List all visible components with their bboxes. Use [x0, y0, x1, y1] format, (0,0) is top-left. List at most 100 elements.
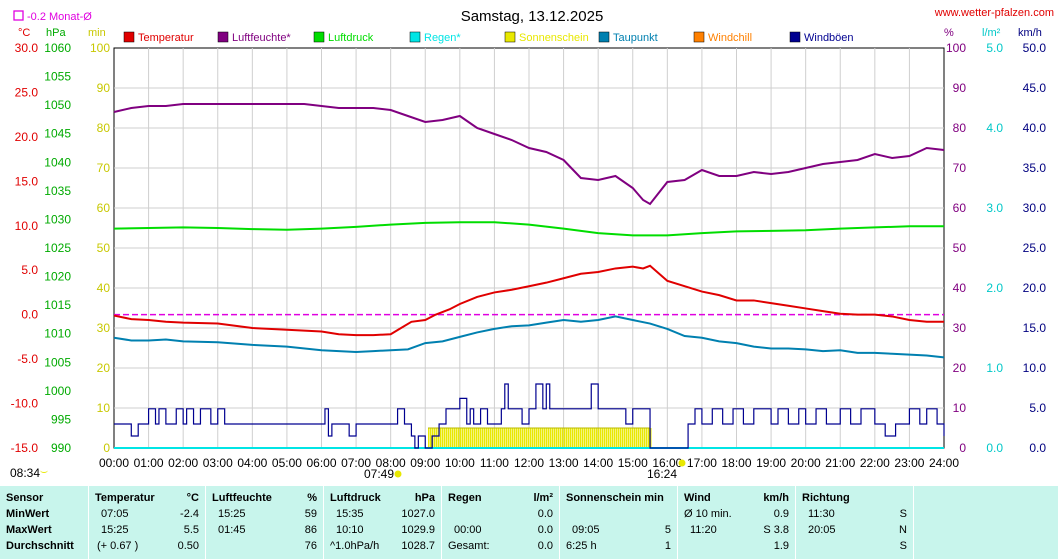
wind-max-time: 11:20: [690, 524, 717, 536]
stats-col-wind: Wind km/h Ø 10 min. 0.9 11:20 S 3.8 1.9: [678, 486, 796, 559]
sun-avg-note: 6:25 h: [566, 540, 597, 552]
sunshine-bar: [516, 428, 518, 448]
sunshine-bar: [436, 428, 438, 448]
sunshine-bar: [608, 428, 610, 448]
sunshine-bar: [442, 428, 444, 448]
stats-col-pressure: Luftdruck hPa 15:35 1027.0 10:10 1029.9 ^1.…: [324, 486, 442, 559]
sunshine-bar: [540, 428, 542, 448]
sunshine-bar: [448, 428, 450, 448]
stats-col-direction: Richtung 11:30 S 20:05 N S: [796, 486, 914, 559]
stats-col-rain: Regen l/m² 0.0 00:00 0.0 Gesamt: 0.0: [442, 486, 560, 559]
sunshine-bar: [498, 428, 500, 448]
tick-time: 18:00: [721, 456, 751, 470]
tick-percent: 100: [946, 41, 966, 55]
site-link[interactable]: www.wetter-pfalzen.com: [934, 7, 1054, 19]
legend-label: Sonnenschein: [519, 32, 589, 44]
legend-label: Luftdruck: [328, 32, 374, 44]
wind-min-time: Ø 10 min.: [684, 508, 732, 520]
tick-time: 04:00: [237, 456, 267, 470]
axis-tick-labels: 30.0 25.0 20.0 15.0 10.0 5.0 0.0 -5.0 -10.0 -15.0…: [11, 41, 1047, 470]
sunshine-bar: [490, 428, 492, 448]
sunshine-bar: [624, 428, 626, 448]
sunshine-bar: [482, 428, 484, 448]
tick-wind: 20.0: [1023, 281, 1047, 295]
sunshine-bar: [584, 428, 586, 448]
sunshine-bar: [526, 428, 528, 448]
sun-max-time: 09:05: [572, 524, 600, 536]
tick-time: 02:00: [168, 456, 198, 470]
hum-max-time: 01:45: [218, 524, 246, 536]
dir-min-time: 11:30: [808, 508, 835, 520]
tick-time: 00:00: [99, 456, 129, 470]
unit-rain: l/m²: [982, 27, 1001, 39]
legend-swatch: [693, 31, 705, 43]
sunshine-bar: [602, 428, 604, 448]
rain-month-icon: [13, 10, 24, 21]
tick-pressure: 995: [51, 412, 71, 426]
sunshine-bar: [612, 428, 614, 448]
sunshine-bar: [466, 428, 468, 448]
wind-max: S 3.8: [763, 524, 789, 536]
sunshine-bar: [538, 428, 540, 448]
rain-avg: 0.0: [537, 540, 553, 552]
tick-time: 22:00: [860, 456, 890, 470]
legend-label: Taupunkt: [613, 32, 658, 44]
sunshine-bar: [440, 428, 442, 448]
tick-percent: 80: [953, 121, 967, 135]
legend-swatch: [217, 31, 229, 43]
sunshine-bar: [454, 428, 456, 448]
sunshine-bar: [542, 428, 544, 448]
tick-time: 07:00: [341, 456, 371, 470]
sunshine-bar: [536, 428, 538, 448]
tick-time: 21:00: [825, 456, 855, 470]
tick-pressure: 1015: [44, 298, 71, 312]
tick-minutes: 90: [97, 81, 111, 95]
tick-temperature: 5.0: [21, 263, 38, 277]
rain-month-label: -0.2 Monat-Ø: [27, 11, 92, 23]
stats-col-sunshine: Sonnenschein min 09:05 5 6:25 h 1: [560, 486, 678, 559]
sunrise-icon: [394, 470, 402, 478]
series-line-luftdruck: [113, 221, 944, 237]
row-label-sensor: Sensor: [0, 490, 88, 506]
tick-time: 06:00: [306, 456, 336, 470]
sunset-icon: [678, 459, 686, 467]
legend-swatch: [313, 31, 325, 43]
rain-max-time: 00:00: [454, 524, 482, 536]
sunshine-bar: [580, 428, 582, 448]
legend: Temperatur Luftfeuchte* Luftdruck Regen* Son…: [123, 31, 854, 44]
tick-time: 24:00: [929, 456, 959, 470]
sunshine-bar: [636, 428, 638, 448]
rain-avg-note: Gesamt:: [448, 540, 490, 552]
label-avg: Durchschnitt: [6, 540, 74, 552]
sunshine-bar: [488, 428, 490, 448]
tick-time: 19:00: [756, 456, 786, 470]
tick-temperature: -5.0: [17, 352, 38, 366]
tick-percent: 60: [953, 201, 967, 215]
sunshine-bar: [532, 428, 534, 448]
wind-min: 0.9: [773, 508, 789, 520]
tick-time: 10:00: [445, 456, 475, 470]
sunshine-bar: [484, 428, 486, 448]
tick-temperature: 25.0: [15, 85, 39, 99]
legend-label: Windböen: [804, 32, 854, 44]
temp-max-time: 15:25: [101, 524, 129, 536]
sunshine-bar: [572, 428, 574, 448]
sunshine-bar: [642, 428, 644, 448]
tick-pressure: 1055: [44, 70, 71, 84]
hum-unit: %: [307, 492, 317, 504]
unit-percent: %: [944, 27, 954, 39]
sunshine-bar: [472, 428, 474, 448]
press-avg-note: ^1.0hPa/h: [330, 540, 380, 552]
tick-time: 15:00: [618, 456, 648, 470]
sunshine-bar: [626, 428, 628, 448]
sun-title: Sonnenschein min: [566, 492, 664, 504]
tick-percent: 90: [953, 81, 967, 95]
hum-avg: 76: [304, 540, 317, 552]
tick-pressure: 1050: [44, 98, 71, 112]
sunshine-bar: [630, 428, 632, 448]
sunshine-bar: [474, 428, 476, 448]
legend-label: Windchill: [708, 32, 752, 44]
tick-time: 12:00: [514, 456, 544, 470]
tick-minutes: 40: [97, 281, 111, 295]
tick-time: 03:00: [203, 456, 233, 470]
